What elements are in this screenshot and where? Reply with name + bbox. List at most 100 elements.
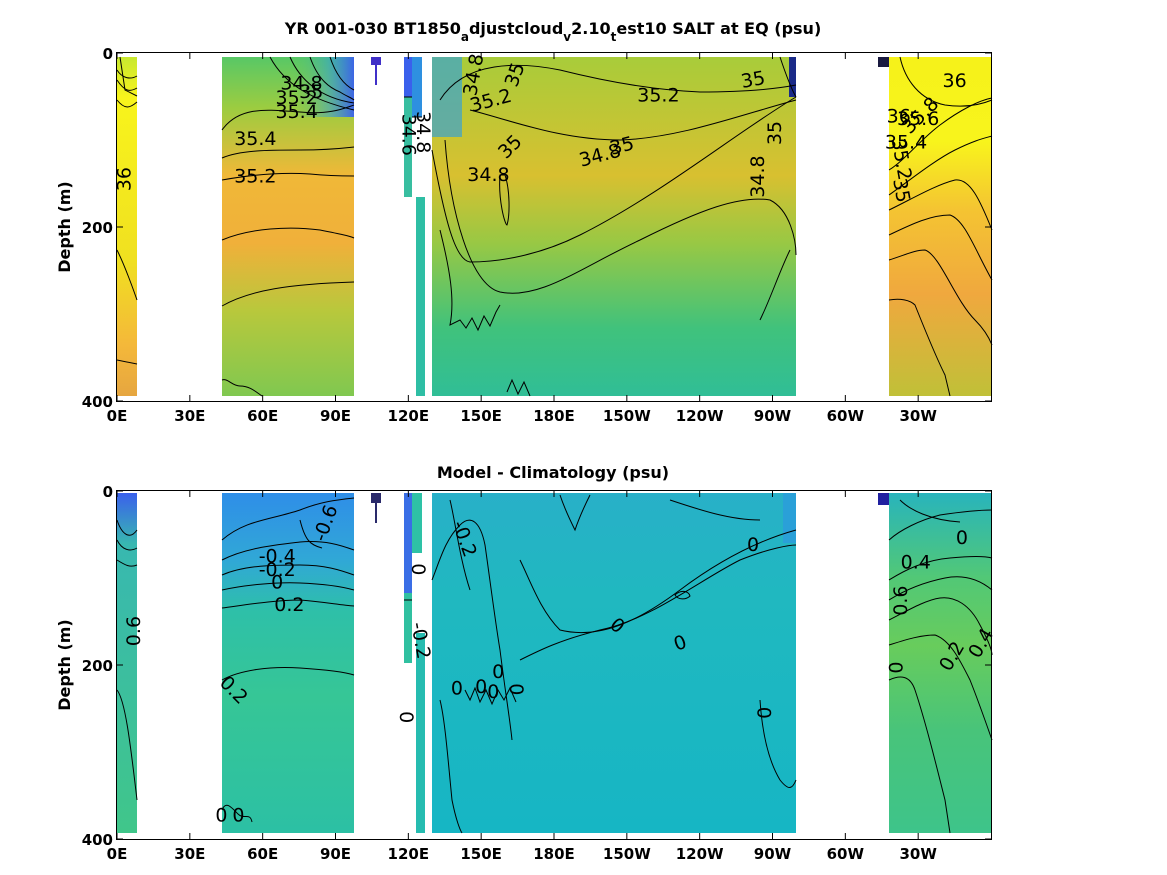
- anomaly-contour-line: [221, 804, 253, 823]
- contour-label: 0: [407, 563, 429, 575]
- title-part: 2.10: [571, 19, 610, 38]
- anomaly-segment-atlantic-west: [889, 493, 992, 833]
- anomaly-panel-title: Model - Climatology (psu): [437, 463, 669, 482]
- x-tick-label: 90E: [320, 845, 351, 863]
- anomaly-panel: Model - Climatology (psu): [55, 463, 998, 863]
- salinity-contour-line: [888, 249, 993, 346]
- salinity-contour-line: [329, 56, 355, 91]
- anomaly-contour-line: [221, 497, 355, 541]
- contour-label: 0: [451, 677, 463, 699]
- contour-label: 35.2: [234, 166, 276, 188]
- contour-label: 36: [887, 106, 911, 128]
- salinity-contour-line: [888, 135, 993, 196]
- x-tick-label: 90W: [754, 407, 792, 425]
- salinity-contour-line: [116, 69, 138, 79]
- salinity-segment-maritime-d: [416, 197, 425, 396]
- salinity-contour-line: [444, 139, 797, 294]
- salinity-contour-line: [888, 97, 993, 171]
- salinity-contour-line: [888, 179, 993, 231]
- salinity-segment-maritime-a: [404, 57, 412, 97]
- contour-label: 0: [747, 534, 759, 556]
- contour-label: 0.6: [123, 616, 145, 646]
- anomaly-segment-maritime-c: [404, 593, 412, 663]
- salinity-blob-north: [371, 57, 381, 65]
- anomaly-contour-line: [888, 597, 993, 656]
- salinity-contour-line: [431, 96, 797, 263]
- anomaly-blob-east: [783, 493, 796, 543]
- anomaly-segment-pacific: [432, 493, 796, 833]
- contour-label: 34.6: [397, 114, 419, 156]
- salinity-blob-east: [789, 57, 796, 97]
- salinity-contours: [116, 56, 993, 397]
- salinity-contour-line: [888, 298, 951, 397]
- anomaly-contour-line: [899, 499, 961, 523]
- salinity-segment-maritime-c: [404, 97, 412, 197]
- y-tick-label: 0: [103, 45, 113, 63]
- salinity-y-axis: 0 200 400: [82, 45, 991, 411]
- salinity-contour-line: [899, 56, 993, 107]
- y-tick-label: 200: [82, 657, 113, 675]
- anomaly-segment-maritime-d: [416, 633, 425, 833]
- contour-label: 0: [475, 676, 487, 698]
- anomaly-contour-line: [221, 564, 355, 576]
- contour-label: 0: [232, 805, 244, 827]
- x-tick-label: 150E: [460, 845, 502, 863]
- contour-label: -0.2: [259, 559, 296, 581]
- salinity-contour-line: [269, 56, 355, 111]
- y-tick-label: 400: [82, 393, 113, 411]
- salinity-contour-line: [439, 64, 797, 101]
- anomaly-y-axis: 0 200 400: [82, 483, 991, 849]
- contour-label: 0.6: [890, 586, 912, 616]
- x-tick-label: 90E: [320, 407, 351, 425]
- salinity-blob-north-stem: [375, 65, 377, 85]
- salinity-contour-line: [888, 214, 993, 281]
- x-tick-label: 60W: [827, 407, 865, 425]
- contour-label: 35.4: [275, 101, 317, 123]
- salinity-contour-line: [221, 104, 355, 131]
- y-tick-label: 200: [82, 219, 113, 237]
- anomaly-contour-line: [221, 667, 355, 681]
- salinity-contour-line: [221, 281, 355, 307]
- x-tick-label: 150W: [603, 407, 651, 425]
- salinity-contour-line: [221, 227, 355, 241]
- anomaly-contour-line: [888, 634, 993, 741]
- salinity-panel: YR 001-030 BT1850adjustcloudv2.10test10 …: [55, 19, 993, 425]
- x-tick-label: 30E: [174, 845, 205, 863]
- x-tick-label: 30E: [174, 407, 205, 425]
- salinity-contour-line: [116, 359, 138, 365]
- anomaly-field: [117, 493, 992, 833]
- contour-label: 0: [754, 707, 776, 719]
- contour-label: 34.8: [747, 155, 769, 197]
- contour-label: 34.8: [467, 164, 509, 186]
- anomaly-segment-atlantic-east: [117, 493, 137, 833]
- anomaly-contour-line: [439, 699, 463, 834]
- salinity-contour-line: [116, 249, 138, 301]
- anomaly-axes-frame: [116, 490, 992, 840]
- salinity-contour-line: [469, 99, 797, 141]
- title-part: est10 SALT at EQ (psu): [616, 19, 821, 38]
- x-tick-label: 30W: [899, 845, 937, 863]
- anomaly-y-axis-label: Depth (m): [55, 619, 74, 711]
- contour-label: 0: [507, 683, 529, 695]
- anomaly-segment-maritime-b: [412, 493, 422, 553]
- anomaly-contour-line: [299, 519, 323, 549]
- contour-label: 0: [271, 571, 283, 593]
- anomaly-contour-line: [116, 689, 138, 801]
- contour-label: 35: [764, 121, 786, 145]
- anomaly-segment-indian: [222, 493, 354, 833]
- anomaly-contour-line: [221, 599, 355, 609]
- contour-label: 36: [113, 167, 135, 191]
- salinity-contour-line: [221, 172, 355, 181]
- anomaly-contour-line: [559, 494, 591, 532]
- x-tick-label: 120E: [388, 845, 430, 863]
- salinity-contour-line: [119, 56, 138, 97]
- x-tick-label: 120W: [676, 845, 724, 863]
- salinity-y-axis-label: Depth (m): [55, 181, 74, 273]
- salinity-contour-line: [289, 56, 355, 104]
- contour-label: 35: [888, 177, 914, 205]
- anomaly-contour-line: [464, 686, 517, 706]
- anomaly-contour-line: [759, 699, 797, 788]
- anomaly-contour-line: [116, 559, 138, 567]
- contour-label: 35: [299, 81, 323, 103]
- salinity-contour-line: [439, 229, 501, 332]
